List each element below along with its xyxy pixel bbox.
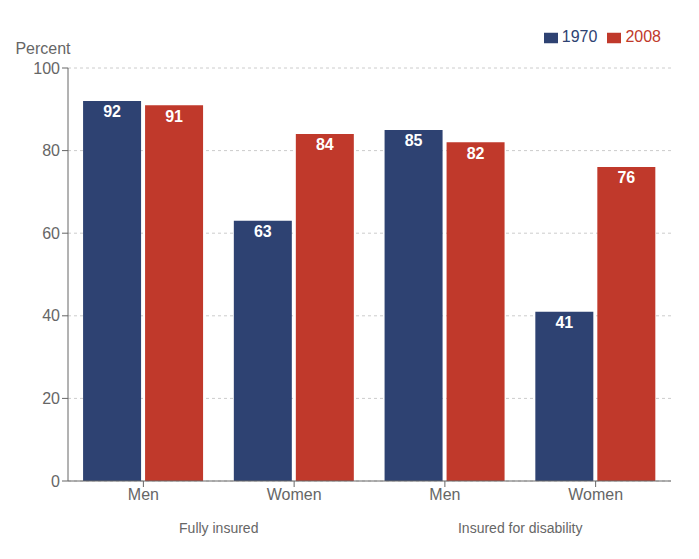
svg-text:60: 60 bbox=[42, 225, 60, 242]
svg-text:91: 91 bbox=[165, 108, 183, 125]
svg-text:Women: Women bbox=[568, 486, 623, 503]
svg-text:84: 84 bbox=[316, 136, 334, 153]
svg-text:85: 85 bbox=[405, 132, 423, 149]
svg-text:40: 40 bbox=[42, 307, 60, 324]
svg-text:Men: Men bbox=[429, 486, 460, 503]
svg-text:41: 41 bbox=[555, 314, 573, 331]
svg-text:Men: Men bbox=[128, 486, 159, 503]
html-text:2008: 2008 bbox=[625, 28, 661, 45]
svg-text:63: 63 bbox=[254, 223, 272, 240]
svg-text:92: 92 bbox=[103, 103, 121, 120]
svg-text:Insured for disability: Insured for disability bbox=[458, 520, 583, 536]
svg-text:Percent: Percent bbox=[15, 40, 71, 57]
svg-text:Fully insured: Fully insured bbox=[179, 520, 258, 536]
svg-text:Women: Women bbox=[267, 486, 322, 503]
svg-text:0: 0 bbox=[51, 473, 60, 490]
svg-text:76: 76 bbox=[617, 169, 635, 186]
svg-text:100: 100 bbox=[33, 60, 60, 77]
svg-text:20: 20 bbox=[42, 390, 60, 407]
svg-text:82: 82 bbox=[467, 145, 485, 162]
html-text:1970: 1970 bbox=[561, 28, 598, 45]
svg-text:80: 80 bbox=[42, 142, 60, 159]
